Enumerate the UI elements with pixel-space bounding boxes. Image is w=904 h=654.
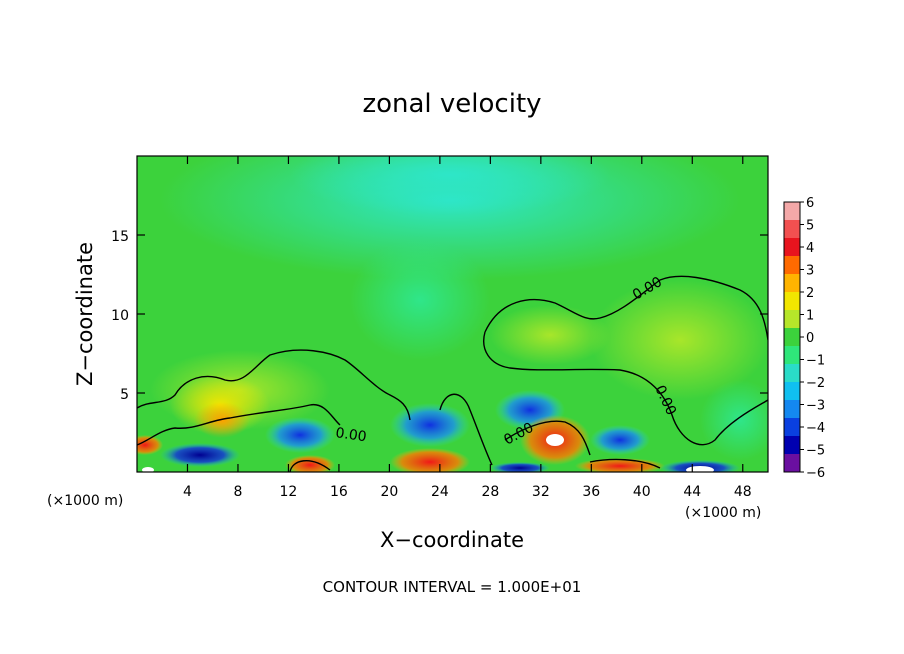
field-white-a: [546, 434, 564, 446]
x-tick-label: 8: [233, 484, 242, 500]
x-ticks: 4 8 12 16 20 24 28 32 36 40 44 48: [183, 156, 752, 500]
colorbar-swatch: [784, 382, 800, 401]
x-tick-label: 16: [330, 484, 348, 500]
field-upper-cyan-core: [290, 156, 610, 215]
y-ticks: 5 10 15: [111, 229, 768, 403]
x-axis-label: X−coordinate: [380, 528, 524, 552]
contour-left-mid: [137, 404, 341, 446]
x-tick-label: 32: [532, 484, 550, 500]
field-mid-cyan: [350, 240, 490, 360]
colorbar-tick-label: −6: [806, 466, 825, 481]
colorbar-tick-label: 4: [806, 241, 814, 256]
x-tick-label: 48: [734, 484, 752, 500]
contour-interval: CONTOUR INTERVAL = 1.000E+01: [323, 578, 582, 596]
colorbar-tick-label: −5: [806, 444, 825, 459]
colorbar-swatch: [784, 256, 800, 275]
field-navy-b: [490, 462, 550, 472]
chart-title: zonal velocity: [362, 89, 541, 119]
field-white-b: [686, 466, 714, 472]
y-tick-label: 5: [120, 387, 129, 403]
field-blue-b: [390, 403, 470, 447]
plot-field: [137, 156, 768, 472]
colorbar-tick-label: −4: [806, 421, 825, 436]
colorbar-tick-label: 1: [806, 309, 814, 324]
y-tick-label: 10: [111, 308, 129, 324]
colorbar-swatch: [784, 220, 800, 239]
x-tick-label: 24: [431, 484, 449, 500]
colorbar-tick-label: −2: [806, 376, 825, 391]
zero-contours: [137, 275, 768, 472]
x-tick-label: 20: [380, 484, 398, 500]
contour-bottom: [289, 458, 661, 472]
colorbar-swatch: [784, 238, 800, 257]
contour-left-upper: [137, 349, 411, 421]
field-red-b: [390, 448, 470, 472]
x-unit-right: (×1000 m): [685, 505, 761, 521]
colorbar-tick-label: 0: [806, 331, 814, 346]
field-right-green2: [700, 380, 768, 460]
colorbar-swatch: [784, 328, 800, 347]
x-tick-label: 28: [481, 484, 499, 500]
colorbar-swatch: [784, 310, 800, 329]
colorbar-swatch: [784, 400, 800, 419]
x-tick-label: 44: [683, 484, 701, 500]
field-red-c: [285, 455, 335, 472]
colorbar-swatch: [784, 436, 800, 455]
field-blue-e: [160, 443, 240, 467]
contour-right-lower: [483, 331, 768, 446]
colorbar-tick-label: 3: [806, 264, 814, 279]
colorbar-tick-label: −3: [806, 399, 825, 414]
colorbar-swatch: [784, 454, 800, 473]
x-tick-label: 12: [280, 484, 298, 500]
y-axis-label: Z−coordinate: [73, 242, 97, 386]
colorbar-swatch: [784, 418, 800, 437]
x-tick-label: 4: [183, 484, 192, 500]
contour-center-b: [504, 420, 591, 456]
x-unit-left: (×1000 m): [47, 493, 123, 509]
x-tick-label: 36: [582, 484, 600, 500]
field-mid-lime: [490, 305, 610, 365]
contour-center-a: [439, 393, 493, 466]
x-tick-label: 40: [633, 484, 651, 500]
field-right-lime: [590, 280, 768, 400]
colorbar-tick-label: 5: [806, 219, 814, 234]
field-blue-a: [265, 417, 335, 453]
field-blue-d: [590, 425, 650, 455]
y-tick-label: 15: [111, 229, 129, 245]
colorbar-tick-label: 6: [806, 196, 814, 211]
colorbar-swatch: [784, 292, 800, 311]
colorbar-swatch: [784, 202, 800, 221]
colorbar: 6 5 4 3 2 1 0 −1 −2 −3 −4 −5 −6: [783, 196, 825, 481]
field-white-c: [142, 467, 154, 472]
colorbar-swatch: [784, 364, 800, 383]
colorbar-tick-label: −1: [806, 354, 825, 369]
colorbar-swatch: [784, 274, 800, 293]
field-red-e: [137, 435, 163, 455]
contour-label-1: 0.00: [334, 425, 367, 445]
colorbar-tick-label: 2: [806, 286, 814, 301]
contour-right-upper: [484, 275, 768, 341]
colorbar-swatch: [784, 346, 800, 365]
